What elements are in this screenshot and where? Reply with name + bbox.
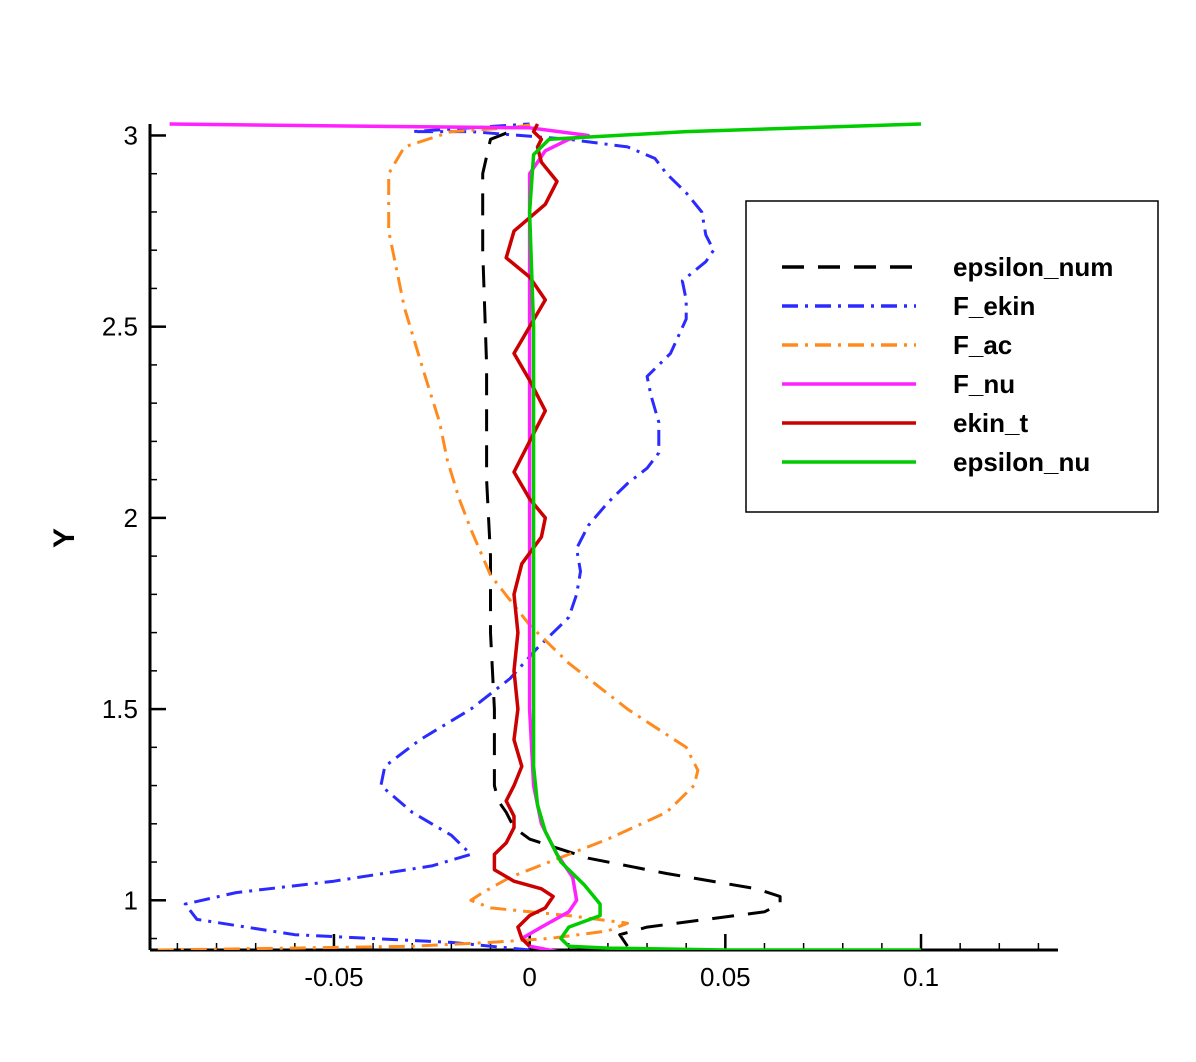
series-line-F-nu — [169, 122, 591, 950]
series-layer — [157, 122, 922, 950]
series-line-F-ekin — [183, 122, 716, 950]
legend-label: F_nu — [953, 369, 1015, 399]
legend-label: F_ac — [953, 330, 1012, 360]
legend-box — [745, 200, 1159, 513]
y-axis-title: Y — [48, 528, 81, 548]
legend-label: epsilon_nu — [953, 447, 1090, 477]
series-line-epsilon-num — [481, 130, 782, 948]
series-line-ekin-t — [492, 123, 559, 948]
legend-label: ekin_t — [953, 408, 1028, 438]
x-tick-label: 0.1 — [903, 962, 939, 992]
y-tick-label: 1.5 — [102, 694, 138, 724]
legend-label: epsilon_num — [953, 252, 1113, 282]
series-line-epsilon-nu — [527, 122, 922, 950]
legend: epsilon_num F_ekin F_ac F_nu ekin_t epsilon_n… — [745, 200, 1159, 513]
y-tick-label: 3 — [124, 120, 138, 150]
x-tick-label: 0.05 — [700, 962, 751, 992]
axes: -0.05 0 0.05 0.1 1 1.5 2 2.5 3 — [102, 120, 1058, 992]
x-tick-label: 0 — [522, 962, 536, 992]
legend-label: F_ekin — [953, 291, 1035, 321]
x-tick-label: -0.05 — [304, 962, 363, 992]
y-tick-label: 1 — [124, 885, 138, 915]
y-tick-label: 2.5 — [102, 312, 138, 342]
y-tick-label: 2 — [124, 503, 138, 533]
series-line-F-ac — [157, 122, 700, 950]
